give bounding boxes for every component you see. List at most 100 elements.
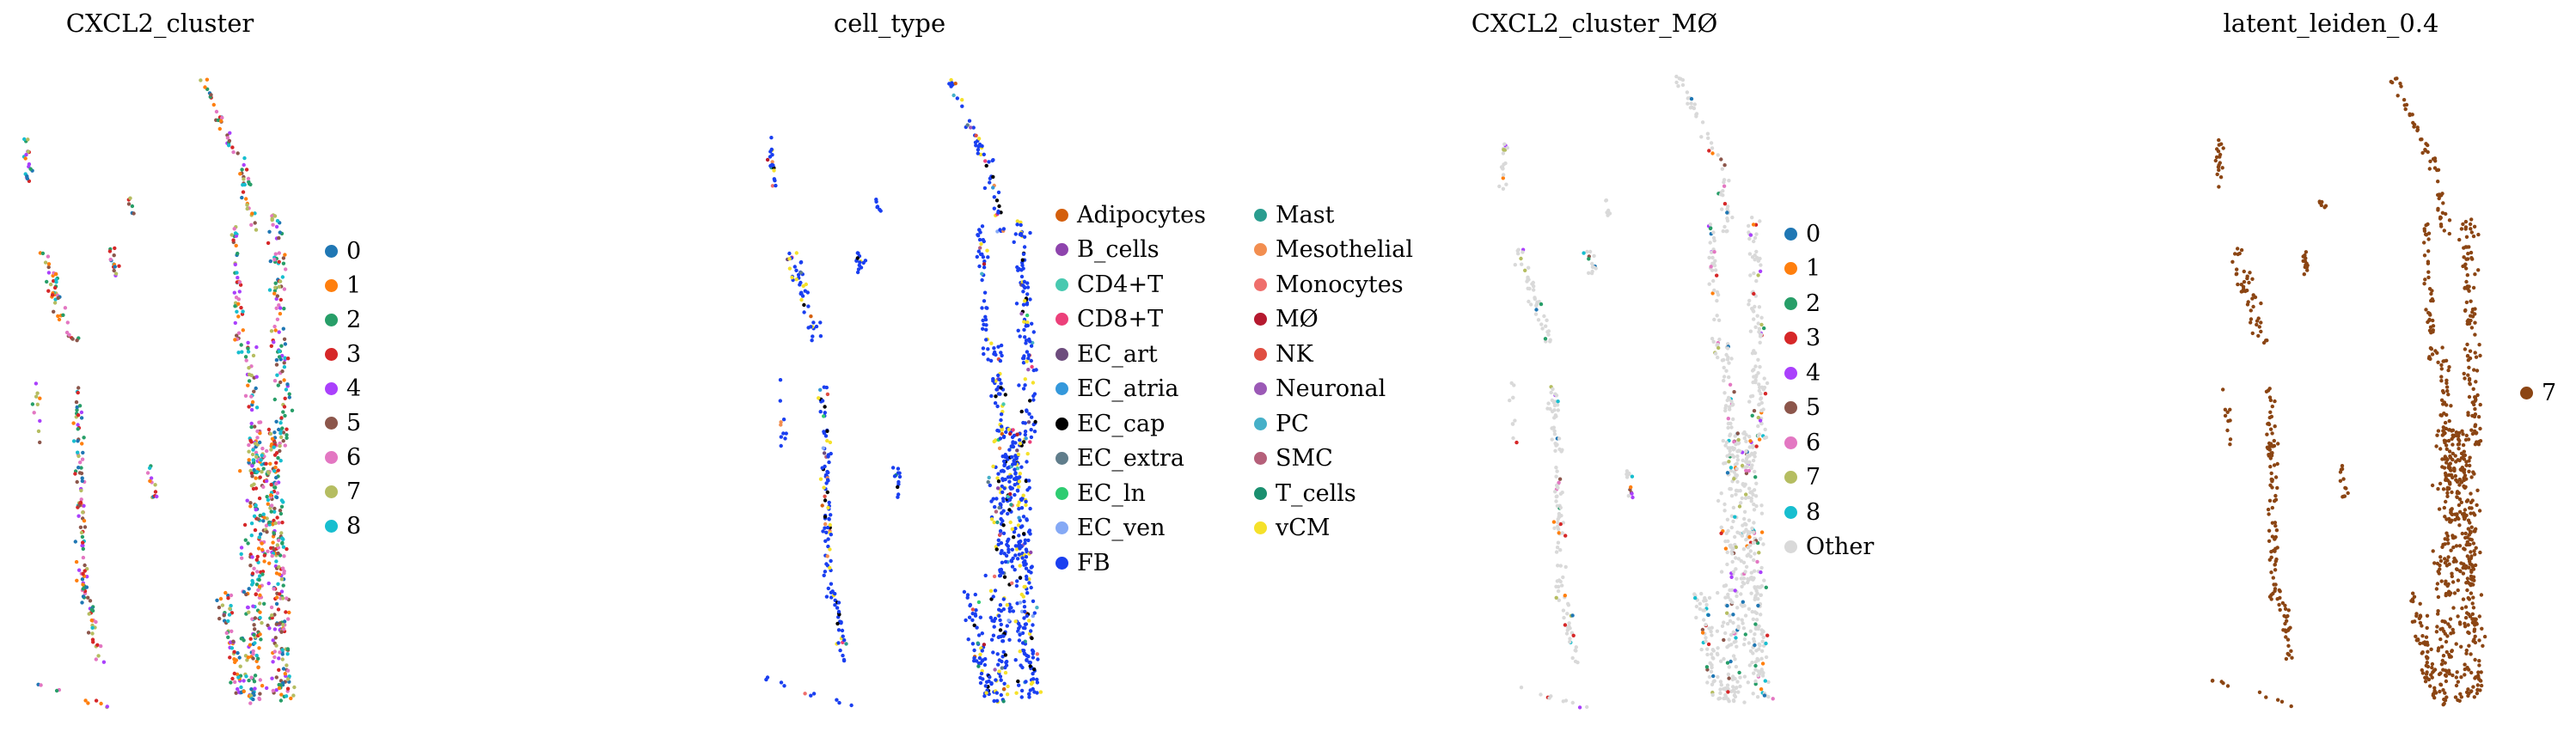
scatter-point	[1747, 298, 1752, 303]
scatter-point	[821, 529, 825, 534]
scatter-point	[2264, 695, 2268, 699]
scatter-point	[1752, 239, 1756, 244]
scatter-point	[266, 427, 272, 432]
scatter-point	[285, 663, 289, 668]
scatter-point	[1734, 442, 1738, 447]
scatter-point	[2423, 277, 2427, 282]
scatter-point	[1690, 105, 1694, 110]
scatter-point	[1025, 313, 1030, 318]
scatter-point	[276, 468, 280, 473]
scatter-point	[1027, 692, 1031, 697]
scatter-point	[274, 675, 278, 680]
scatter-point	[79, 466, 83, 470]
scatter-point	[994, 497, 999, 501]
scatter-point	[2473, 351, 2477, 355]
scatter-point	[2213, 158, 2218, 163]
scatter-point	[799, 297, 804, 302]
scatter-point	[86, 595, 90, 600]
scatter-point	[984, 338, 988, 342]
scatter-point	[203, 85, 207, 89]
scatter-point	[253, 221, 257, 225]
scatter-point	[2245, 276, 2249, 281]
scatter-point	[1590, 261, 1594, 266]
scatter-point	[1762, 376, 1766, 381]
scatter-point	[1545, 318, 1549, 322]
scatter-point	[1705, 647, 1710, 651]
scatter-point	[1735, 454, 1740, 459]
scatter-point	[976, 144, 981, 149]
scatter-point	[2278, 607, 2282, 613]
scatter-point	[1545, 406, 1550, 411]
scatter-point	[254, 405, 260, 410]
scatter-point	[822, 414, 826, 418]
scatter-point	[291, 693, 296, 698]
scatter-point	[2424, 308, 2428, 312]
scatter-point	[1551, 387, 1555, 392]
scatter-point	[278, 698, 284, 703]
scatter-point	[995, 476, 1000, 480]
scatter-point	[53, 271, 58, 277]
scatter-point	[973, 592, 978, 597]
scatter-point	[79, 497, 83, 502]
scatter-point	[1009, 559, 1014, 564]
scatter-point	[128, 196, 132, 200]
scatter-point	[2463, 615, 2469, 620]
scatter-point	[290, 408, 295, 412]
scatter-point	[242, 177, 246, 181]
scatter-point	[2470, 307, 2475, 312]
scatter-point	[1733, 657, 1737, 662]
scatter-point	[1720, 167, 1725, 171]
scatter-point	[1031, 623, 1035, 627]
scatter-point	[1704, 639, 1708, 643]
scatter-point	[828, 522, 832, 527]
scatter-point	[246, 655, 251, 660]
scatter-point	[2426, 320, 2430, 325]
scatter-point	[2462, 470, 2467, 474]
scatter-point	[273, 636, 278, 640]
scatter-point	[982, 290, 988, 295]
scatter-point	[2445, 494, 2450, 498]
scatter-point	[2477, 614, 2481, 619]
scatter-point	[970, 618, 975, 622]
scatter-point	[1712, 263, 1717, 268]
scatter-point	[2435, 561, 2440, 566]
scatter-point	[2270, 485, 2274, 490]
scatter-point	[2471, 285, 2476, 290]
scatter-point	[241, 190, 246, 194]
scatter-point	[52, 285, 58, 290]
scatter-point	[245, 605, 250, 610]
scatter-point	[833, 591, 837, 596]
scatter-point	[787, 257, 792, 261]
scatter-point	[825, 438, 829, 443]
scatter-point	[1018, 564, 1022, 568]
scatter-point	[2431, 549, 2435, 553]
scatter-point	[1733, 434, 1738, 438]
scatter-point	[54, 688, 59, 693]
scatter-point	[2473, 395, 2477, 399]
scatter-point	[1006, 544, 1011, 548]
scatter-point	[1676, 84, 1680, 88]
scatter-point	[997, 635, 1001, 639]
scatter-point	[1730, 215, 1735, 220]
scatter-point	[2273, 424, 2277, 429]
scatter-point	[1730, 677, 1735, 682]
scatter-point	[1025, 281, 1030, 285]
scatter-point	[272, 587, 276, 591]
scatter-point	[1019, 268, 1024, 272]
scatter-point	[1723, 404, 1729, 408]
scatter-point	[280, 536, 285, 540]
scatter-point	[1552, 432, 1557, 436]
scatter-point	[1587, 257, 1591, 261]
scatter-point	[1013, 441, 1018, 445]
scatter-point	[822, 485, 826, 490]
scatter-point	[2273, 549, 2277, 553]
scatter-point	[2342, 494, 2347, 498]
scatter-point	[1744, 527, 1748, 532]
scatter-point	[2475, 683, 2480, 687]
scatter-point	[1721, 438, 1726, 443]
scatter-point	[787, 266, 792, 271]
scatter-point	[2450, 490, 2454, 495]
scatter-point	[81, 571, 85, 576]
scatter-point	[1704, 602, 1709, 607]
